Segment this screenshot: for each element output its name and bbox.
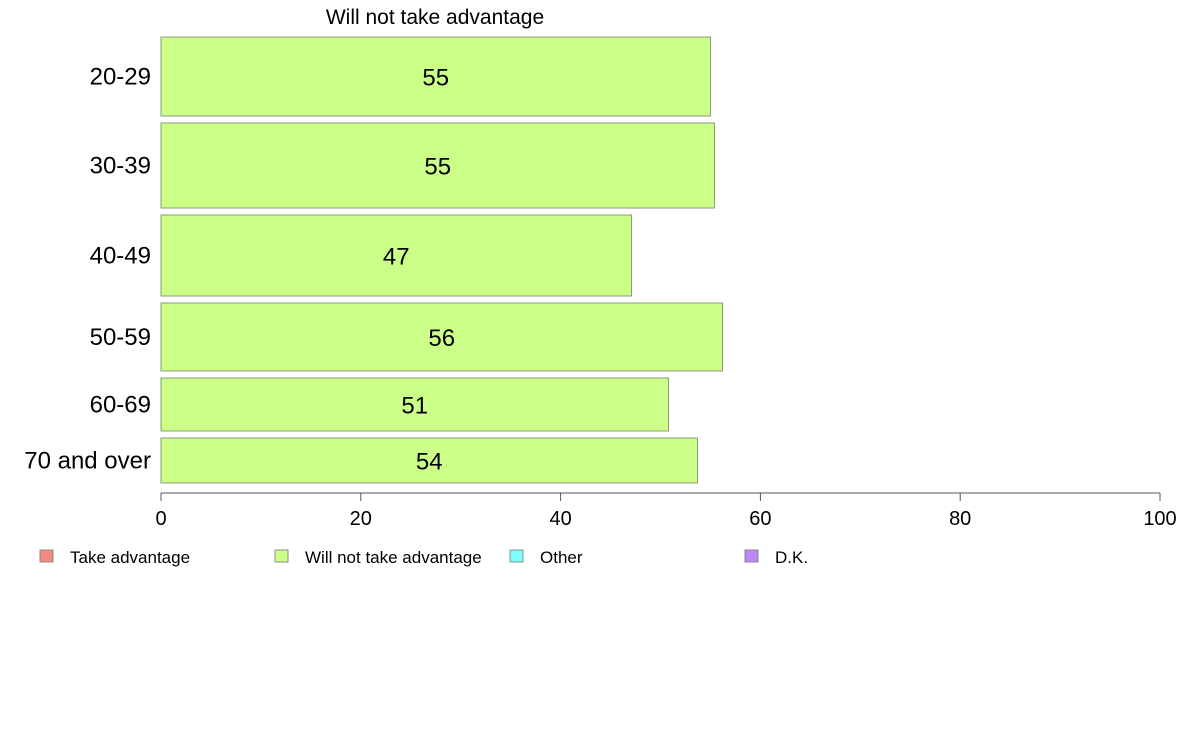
category-label: 50-59: [90, 324, 151, 351]
category-label: 70 and over: [24, 448, 151, 475]
legend-label: Take advantage: [70, 548, 190, 567]
value-label: 51: [401, 393, 428, 420]
value-label: 55: [424, 154, 451, 181]
legend-label: Will not take advantage: [305, 548, 482, 567]
value-label: 56: [428, 325, 455, 352]
category-label: 20-29: [90, 64, 151, 91]
bar-70-and-over: [160, 437, 698, 484]
legend-swatch: [509, 549, 524, 563]
x-tick-label: 60: [749, 508, 771, 530]
x-tick-label: 80: [949, 508, 971, 530]
x-tick-label: 100: [1143, 508, 1176, 530]
x-tick-label: 20: [350, 508, 372, 530]
category-label: 60-69: [90, 392, 151, 419]
bar-40-49: [160, 214, 633, 297]
bars-group: 20-29 55 30-39 55 40-49 47 50-59 56 60-69 51 70 an…: [24, 36, 723, 484]
bar-50-59: [160, 302, 723, 372]
legend-label: D.K.: [775, 548, 808, 567]
x-tick-label: 40: [549, 508, 571, 530]
legend-swatch: [744, 549, 759, 563]
value-label: 47: [383, 244, 410, 271]
legend-swatch: [274, 549, 289, 563]
legend: Take advantage Will not take advantage Oth…: [39, 548, 808, 567]
legend-label: Other: [540, 548, 583, 567]
bar-30-39: [160, 122, 715, 209]
category-label: 40-49: [90, 243, 151, 270]
bar-60-69: [160, 377, 669, 432]
x-tick-label: 0: [155, 508, 166, 530]
category-label: 30-39: [90, 153, 151, 180]
chart-title: Will not take advantage: [326, 6, 544, 29]
bar-20-29: [160, 36, 711, 117]
value-label: 55: [422, 65, 449, 92]
value-label: 54: [416, 449, 443, 476]
x-axis: 0 20 40 60 80 100: [155, 492, 1177, 530]
legend-swatch: [39, 549, 54, 563]
